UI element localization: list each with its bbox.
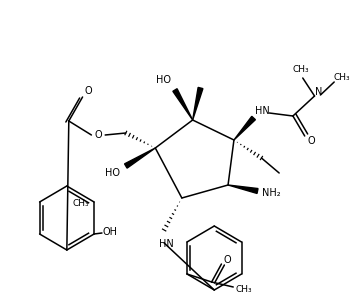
Text: HN: HN [255,106,270,116]
Text: CH₃: CH₃ [292,65,309,75]
Text: O: O [308,136,316,146]
Text: CH₃: CH₃ [72,199,89,208]
Text: OH: OH [102,227,117,237]
Text: O: O [94,130,102,140]
Text: HO: HO [105,168,120,178]
Text: CH₃: CH₃ [236,285,252,294]
Polygon shape [173,89,193,120]
Polygon shape [228,185,258,193]
Polygon shape [193,87,203,120]
Text: NH₂: NH₂ [262,188,280,198]
Text: CH₃: CH₃ [334,74,350,82]
Text: HN: HN [159,239,173,249]
Text: N: N [315,87,322,97]
Text: O: O [85,86,92,96]
Polygon shape [125,148,155,168]
Text: O: O [224,255,231,265]
Text: HO: HO [155,75,171,85]
Polygon shape [234,116,256,140]
